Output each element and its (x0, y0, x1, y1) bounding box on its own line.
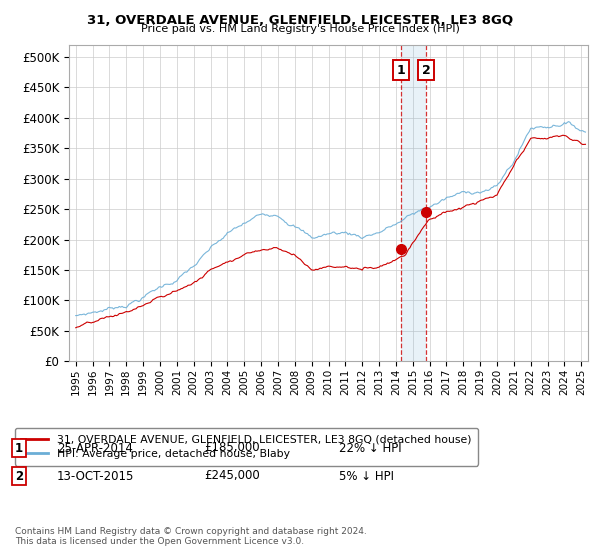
Text: 5% ↓ HPI: 5% ↓ HPI (339, 469, 394, 483)
Text: 1: 1 (15, 441, 23, 455)
Text: Price paid vs. HM Land Registry's House Price Index (HPI): Price paid vs. HM Land Registry's House … (140, 24, 460, 34)
Text: 2: 2 (422, 64, 430, 77)
Text: 2: 2 (15, 469, 23, 483)
Text: 22% ↓ HPI: 22% ↓ HPI (339, 441, 401, 455)
Text: 1: 1 (397, 64, 406, 77)
Text: 13-OCT-2015: 13-OCT-2015 (57, 469, 134, 483)
Text: 31, OVERDALE AVENUE, GLENFIELD, LEICESTER, LE3 8GQ: 31, OVERDALE AVENUE, GLENFIELD, LEICESTE… (87, 14, 513, 27)
Text: Contains HM Land Registry data © Crown copyright and database right 2024.
This d: Contains HM Land Registry data © Crown c… (15, 526, 367, 546)
Text: £245,000: £245,000 (204, 469, 260, 483)
Legend: 31, OVERDALE AVENUE, GLENFIELD, LEICESTER, LE3 8GQ (detached house), HPI: Averag: 31, OVERDALE AVENUE, GLENFIELD, LEICESTE… (15, 428, 478, 466)
Text: 25-APR-2014: 25-APR-2014 (57, 441, 133, 455)
Text: £185,000: £185,000 (204, 441, 260, 455)
Bar (401, 45, 426, 361)
